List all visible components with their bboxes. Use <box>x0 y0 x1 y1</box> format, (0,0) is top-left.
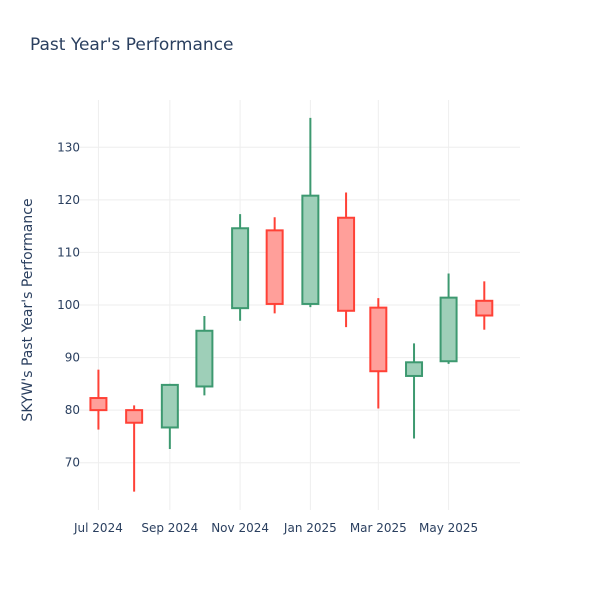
y-tick-label: 90 <box>65 351 80 365</box>
candle-decreasing[interactable] <box>89 369 108 430</box>
candle-body <box>439 296 458 363</box>
candle-body <box>369 306 388 373</box>
candle-decreasing[interactable] <box>475 281 494 330</box>
x-tick-label: Sep 2024 <box>141 521 198 535</box>
candle-increasing[interactable] <box>405 343 424 439</box>
candle-increasing[interactable] <box>439 273 458 364</box>
candle-increasing[interactable] <box>231 214 250 321</box>
y-tick-label: 130 <box>57 140 80 154</box>
candle-body <box>265 229 284 305</box>
candle-body <box>405 361 424 377</box>
candle-decreasing[interactable] <box>125 405 144 492</box>
candle-decreasing[interactable] <box>369 298 388 409</box>
x-tick-label: Nov 2024 <box>211 521 269 535</box>
x-tick-label: Mar 2025 <box>350 521 407 535</box>
candle-body <box>301 194 320 305</box>
chart-title: Past Year's Performance <box>30 35 234 55</box>
candle-body <box>231 227 250 310</box>
y-tick-label: 70 <box>65 456 80 470</box>
y-tick-label: 120 <box>57 193 80 207</box>
candle-body <box>475 299 494 317</box>
candle-increasing[interactable] <box>195 316 214 396</box>
x-tick-label: May 2025 <box>419 521 478 535</box>
y-tick-label: 100 <box>57 298 80 312</box>
candle-layer <box>89 117 494 492</box>
candle-body <box>160 383 179 429</box>
y-tick-label: 80 <box>65 403 80 417</box>
candle-body <box>125 409 144 424</box>
candle-decreasing[interactable] <box>265 217 284 314</box>
candle-decreasing[interactable] <box>337 192 356 328</box>
x-tick-label: Jan 2025 <box>283 521 337 535</box>
y-axis-title: SKYW's Past Year's Performance <box>20 198 36 421</box>
y-tick-label: 110 <box>57 245 80 259</box>
candle-body <box>337 216 356 312</box>
axis-layer: 70 80 90 100 110 120 130 Jul 2024 Sep 2024 Nov 20… <box>57 140 478 535</box>
candle-increasing[interactable] <box>160 383 179 450</box>
candle-body <box>195 329 214 388</box>
x-tick-label: Jul 2024 <box>73 521 123 535</box>
candle-increasing[interactable] <box>301 117 320 308</box>
candle-body <box>89 397 108 412</box>
